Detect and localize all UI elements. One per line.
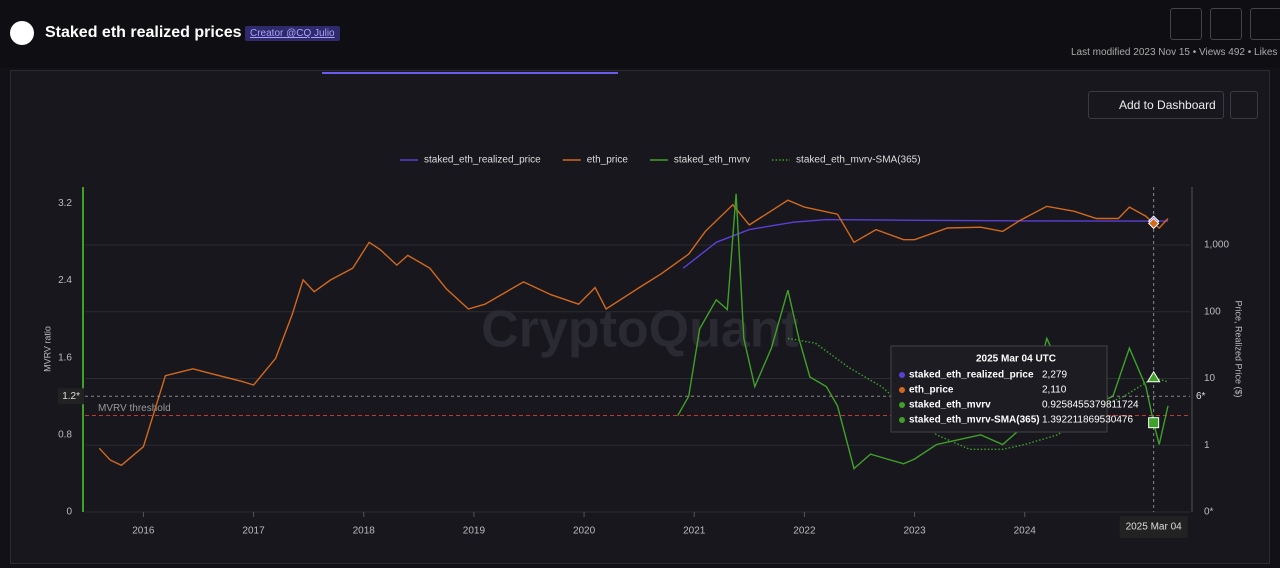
crosshair-label-bg <box>58 388 84 405</box>
y2-tick-label: 10 <box>1204 373 1216 384</box>
y-tick-label: 2.4 <box>58 275 72 286</box>
add-to-dashboard[interactable]: Add to Dashboard <box>1088 91 1224 119</box>
tooltip-name: staked_eth_mvrv-SMA(365) <box>909 415 1040 426</box>
tooltip-value: 2,110 <box>1042 385 1067 396</box>
watermark: CryptoQuant <box>481 301 799 359</box>
legend-label: staked_eth_mvrv-SMA(365) <box>796 155 921 166</box>
page-title: Staked eth realized prices <box>45 24 242 41</box>
x-tick-label: 2019 <box>463 526 486 537</box>
crosshair-y-label: 1.2* <box>62 391 80 402</box>
threshold-label: MVRV threshold <box>98 403 171 414</box>
tooltip-value: 2,279 <box>1042 370 1067 381</box>
y-axis-title: MVRV ratio <box>42 326 52 372</box>
x-tick-label: 2023 <box>903 526 926 537</box>
header: Staked eth realized prices Creator @CQ J… <box>0 0 1280 68</box>
x-tick-label: 2024 <box>1014 526 1037 537</box>
x-tick-label: 2018 <box>353 526 376 537</box>
y2-tick-label: 0* <box>1204 507 1214 518</box>
x-tick-label: 2022 <box>793 526 816 537</box>
crosshair-x-label: 2025 Mar 04 <box>1126 522 1183 533</box>
tooltip <box>890 345 1108 433</box>
tooltip-icon <box>899 402 905 408</box>
x-tick-label: 2020 <box>573 526 596 537</box>
tooltip-icon <box>899 387 905 393</box>
y2-tick-label: 1 <box>1204 440 1210 451</box>
x-tick-label: 2021 <box>683 526 706 537</box>
bookmark-button[interactable] <box>1210 8 1242 40</box>
y2-tick-label: 1,000 <box>1204 240 1229 251</box>
meta: Last modified 2023 Nov 15 • Views 492 • … <box>1071 47 1280 58</box>
menu-button[interactable] <box>1250 8 1280 40</box>
hover-marker <box>1147 217 1160 230</box>
tooltip-name: eth_price <box>909 385 954 396</box>
y-tick-label: 3.2 <box>58 198 72 209</box>
crosshair-label-bg <box>1119 516 1188 538</box>
tooltip-icon <box>899 417 905 423</box>
y-tick-label: 0 <box>66 507 72 518</box>
tooltip-icon <box>899 372 905 378</box>
x-tick-label: 2017 <box>242 526 265 537</box>
y-tick-label: 0.8 <box>58 429 72 440</box>
tooltip-name: staked_eth_mvrv <box>909 400 991 411</box>
y2-tick-label: 100 <box>1204 306 1221 317</box>
tooltip-value: 0.9258455379811724 <box>1042 400 1139 411</box>
series-line <box>98 199 1169 467</box>
legend-label: staked_eth_mvrv <box>674 155 750 166</box>
chart-panel <box>10 70 1270 564</box>
hover-marker <box>1148 417 1160 429</box>
legend-label: eth_price <box>587 155 629 166</box>
more-button[interactable] <box>1230 91 1258 119</box>
crosshair-y2-label: 6* <box>1196 391 1206 402</box>
like-button[interactable] <box>1170 8 1202 40</box>
series-line <box>682 218 1168 269</box>
tooltip-value: 1.392211869530476 <box>1042 415 1133 426</box>
logo <box>10 21 34 45</box>
tooltip-title: 2025 Mar 04 UTC <box>976 354 1056 365</box>
tooltip-name: staked_eth_realized_price <box>909 370 1034 381</box>
x-tick-label: 2016 <box>132 526 155 537</box>
hover-marker <box>1146 370 1161 383</box>
legend-label: staked_eth_realized_price <box>424 155 541 166</box>
y2-axis-title: Price, Realized Price ($) <box>1234 300 1244 397</box>
active-tab[interactable] <box>322 72 618 74</box>
creator-badge[interactable]: Creator @CQ Julio <box>245 26 340 41</box>
y-tick-label: 1.6 <box>58 352 72 363</box>
